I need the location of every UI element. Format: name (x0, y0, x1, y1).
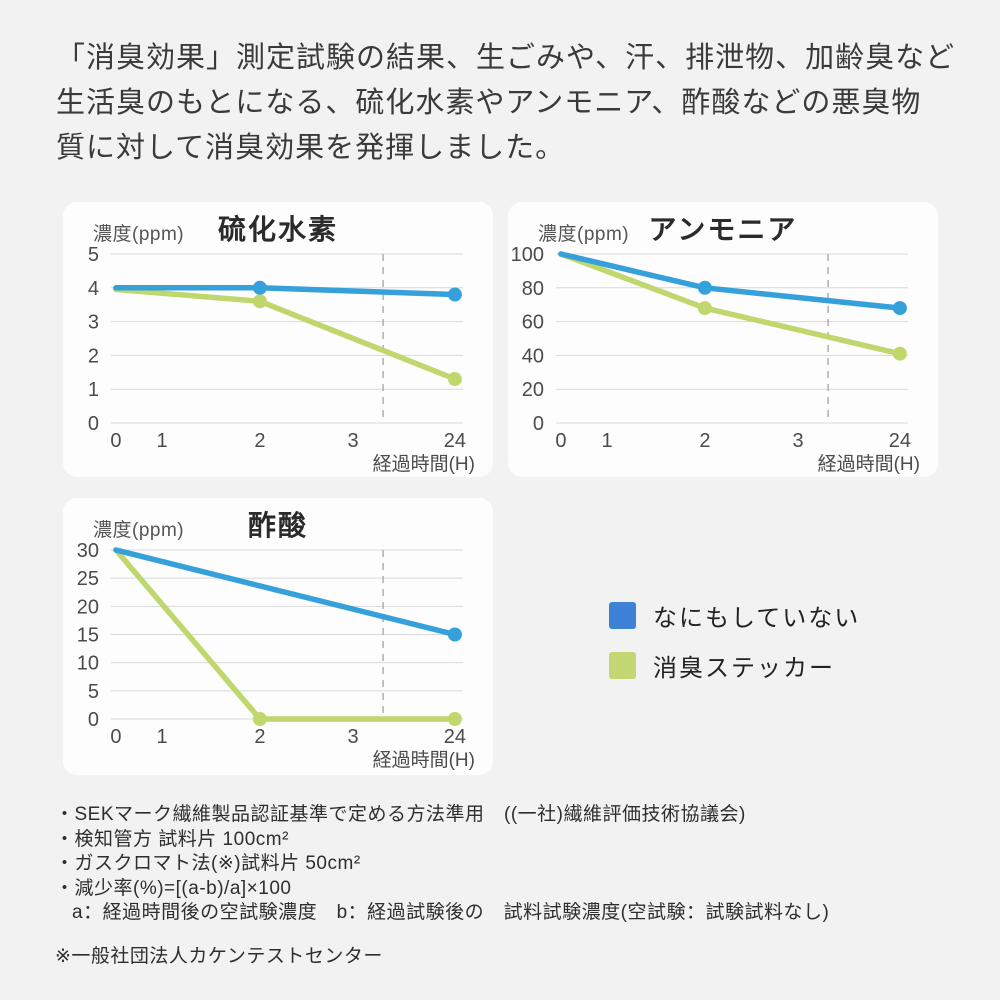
chart-title: アンモニア (648, 214, 798, 245)
x-axis-label: 経過時間(H) (818, 453, 920, 475)
data-point-series_blue (697, 280, 712, 295)
legend-item-deodorant-sticker: 消臭ステッカー (609, 652, 860, 682)
data-point-series_green (447, 372, 462, 387)
footnote-line: ・減少率(%)=[(a-b)/a]×100 (55, 877, 292, 899)
x-tick-label: 3 (347, 726, 358, 748)
x-tick-label: 24 (889, 430, 911, 452)
series-line-series_blue (558, 251, 903, 311)
chart-title: 酢酸 (247, 510, 308, 541)
y-tick-label: 15 (77, 625, 99, 647)
legend-swatch-blue (609, 602, 636, 629)
footnote-line: ・検知管方 試料片 100cm² (55, 828, 289, 850)
x-tick-label: 2 (254, 430, 265, 452)
intro-line: 質に対して消臭効果を発揮しました。 (56, 132, 566, 164)
y-tick-label: 30 (77, 540, 99, 562)
y-tick-label: 20 (77, 596, 99, 618)
x-tick-label: 0 (110, 430, 121, 452)
footnote-line: ※一般社団法人カケンテストセンター (55, 945, 383, 967)
data-point-series_green (697, 301, 712, 316)
legend: なにもしていない 消臭ステッカー (609, 602, 860, 702)
footnote-line: ・SEKマーク繊維製品認証基準で定める方法準用 ((一社)繊維評価技術協議会) (55, 804, 746, 825)
legend-label: なにもしていない (653, 605, 861, 632)
series-line-series_blue (113, 547, 458, 638)
footnotes: ・SEKマーク繊維製品認証基準で定める方法準用 ((一社)繊維評価技術協議会) … (55, 803, 985, 969)
y-tick-label: 25 (77, 568, 99, 590)
x-tick-label: 24 (444, 726, 466, 748)
data-point-series_green (892, 346, 907, 361)
y-tick-label: 20 (522, 379, 544, 401)
x-tick-label: 0 (110, 726, 121, 748)
y-tick-label: 0 (88, 709, 99, 731)
series-line-series_green (113, 286, 458, 382)
x-tick-label: 3 (347, 430, 358, 452)
chart-panel-acetic-acid: 濃度(ppm) 酢酸 30 25 20 15 10 5 0 0 1 2 3 24 経過時間(H) (63, 498, 493, 775)
y-tick-label: 0 (533, 413, 544, 435)
y-tick-label: 80 (522, 278, 544, 300)
legend-item-untreated: なにもしていない (609, 602, 860, 632)
chart-title: 硫化水素 (217, 214, 338, 245)
intro-line: 「消臭効果」測定試験の結果、生ごみや、汗、排泄物、加齢臭など (56, 42, 956, 74)
x-tick-label: 1 (601, 430, 612, 452)
x-axis-label: 経過時間(H) (373, 453, 475, 475)
x-tick-label: 2 (254, 726, 265, 748)
y-axis-unit-label: 濃度(ppm) (538, 224, 630, 245)
x-tick-label: 0 (555, 430, 566, 452)
legend-swatch-green (609, 652, 636, 679)
legend-label: 消臭ステッカー (653, 655, 835, 682)
footnote-line: ・ガスクロマト法(※)試料片 50cm² (55, 853, 361, 874)
y-tick-label: 3 (88, 312, 99, 334)
y-tick-label: 5 (88, 681, 99, 703)
x-tick-label: 1 (156, 430, 167, 452)
data-point-series_blue (447, 287, 462, 302)
y-tick-label: 100 (511, 244, 544, 266)
x-tick-label: 24 (444, 430, 466, 452)
y-tick-label: 4 (88, 278, 99, 300)
y-tick-label: 2 (88, 345, 99, 367)
intro-line: 生活臭のもとになる、硫化水素やアンモニア、酢酸などの悪臭物 (56, 87, 922, 119)
x-tick-label: 1 (156, 726, 167, 748)
data-point-series_blue (252, 280, 267, 295)
y-tick-label: 1 (88, 379, 99, 401)
y-tick-label: 0 (88, 413, 99, 435)
y-tick-label: 60 (522, 312, 544, 334)
y-tick-label: 10 (77, 653, 99, 675)
data-point-series_green (447, 712, 462, 726)
data-point-series_green (252, 712, 267, 726)
y-tick-label: 40 (522, 345, 544, 367)
y-axis-unit-label: 濃度(ppm) (93, 224, 185, 245)
x-tick-label: 3 (792, 430, 803, 452)
x-tick-label: 2 (699, 430, 710, 452)
data-point-series_green (252, 294, 267, 309)
chart-panel-hydrogen-sulfide: 濃度(ppm) 硫化水素 5 4 3 2 1 0 0 1 2 3 24 経過時間(H) (63, 202, 493, 477)
chart-panel-ammonia: 濃度(ppm) アンモニア 100 80 60 40 20 0 0 1 2 3 24 経過時間(H) (508, 202, 938, 477)
data-point-series_blue (892, 301, 907, 316)
intro-text: 「消臭効果」測定試験の結果、生ごみや、汗、排泄物、加齢臭など 生活臭のもとになる… (56, 36, 976, 171)
footnote-line: a：経過時間後の空試験濃度 b：経過試験後の 試料試験濃度(空試験：試験試料なし… (72, 902, 830, 923)
x-axis-label: 経過時間(H) (373, 749, 475, 771)
data-point-series_blue (447, 627, 462, 642)
y-tick-label: 5 (88, 244, 99, 266)
y-axis-unit-label: 濃度(ppm) (93, 520, 185, 541)
